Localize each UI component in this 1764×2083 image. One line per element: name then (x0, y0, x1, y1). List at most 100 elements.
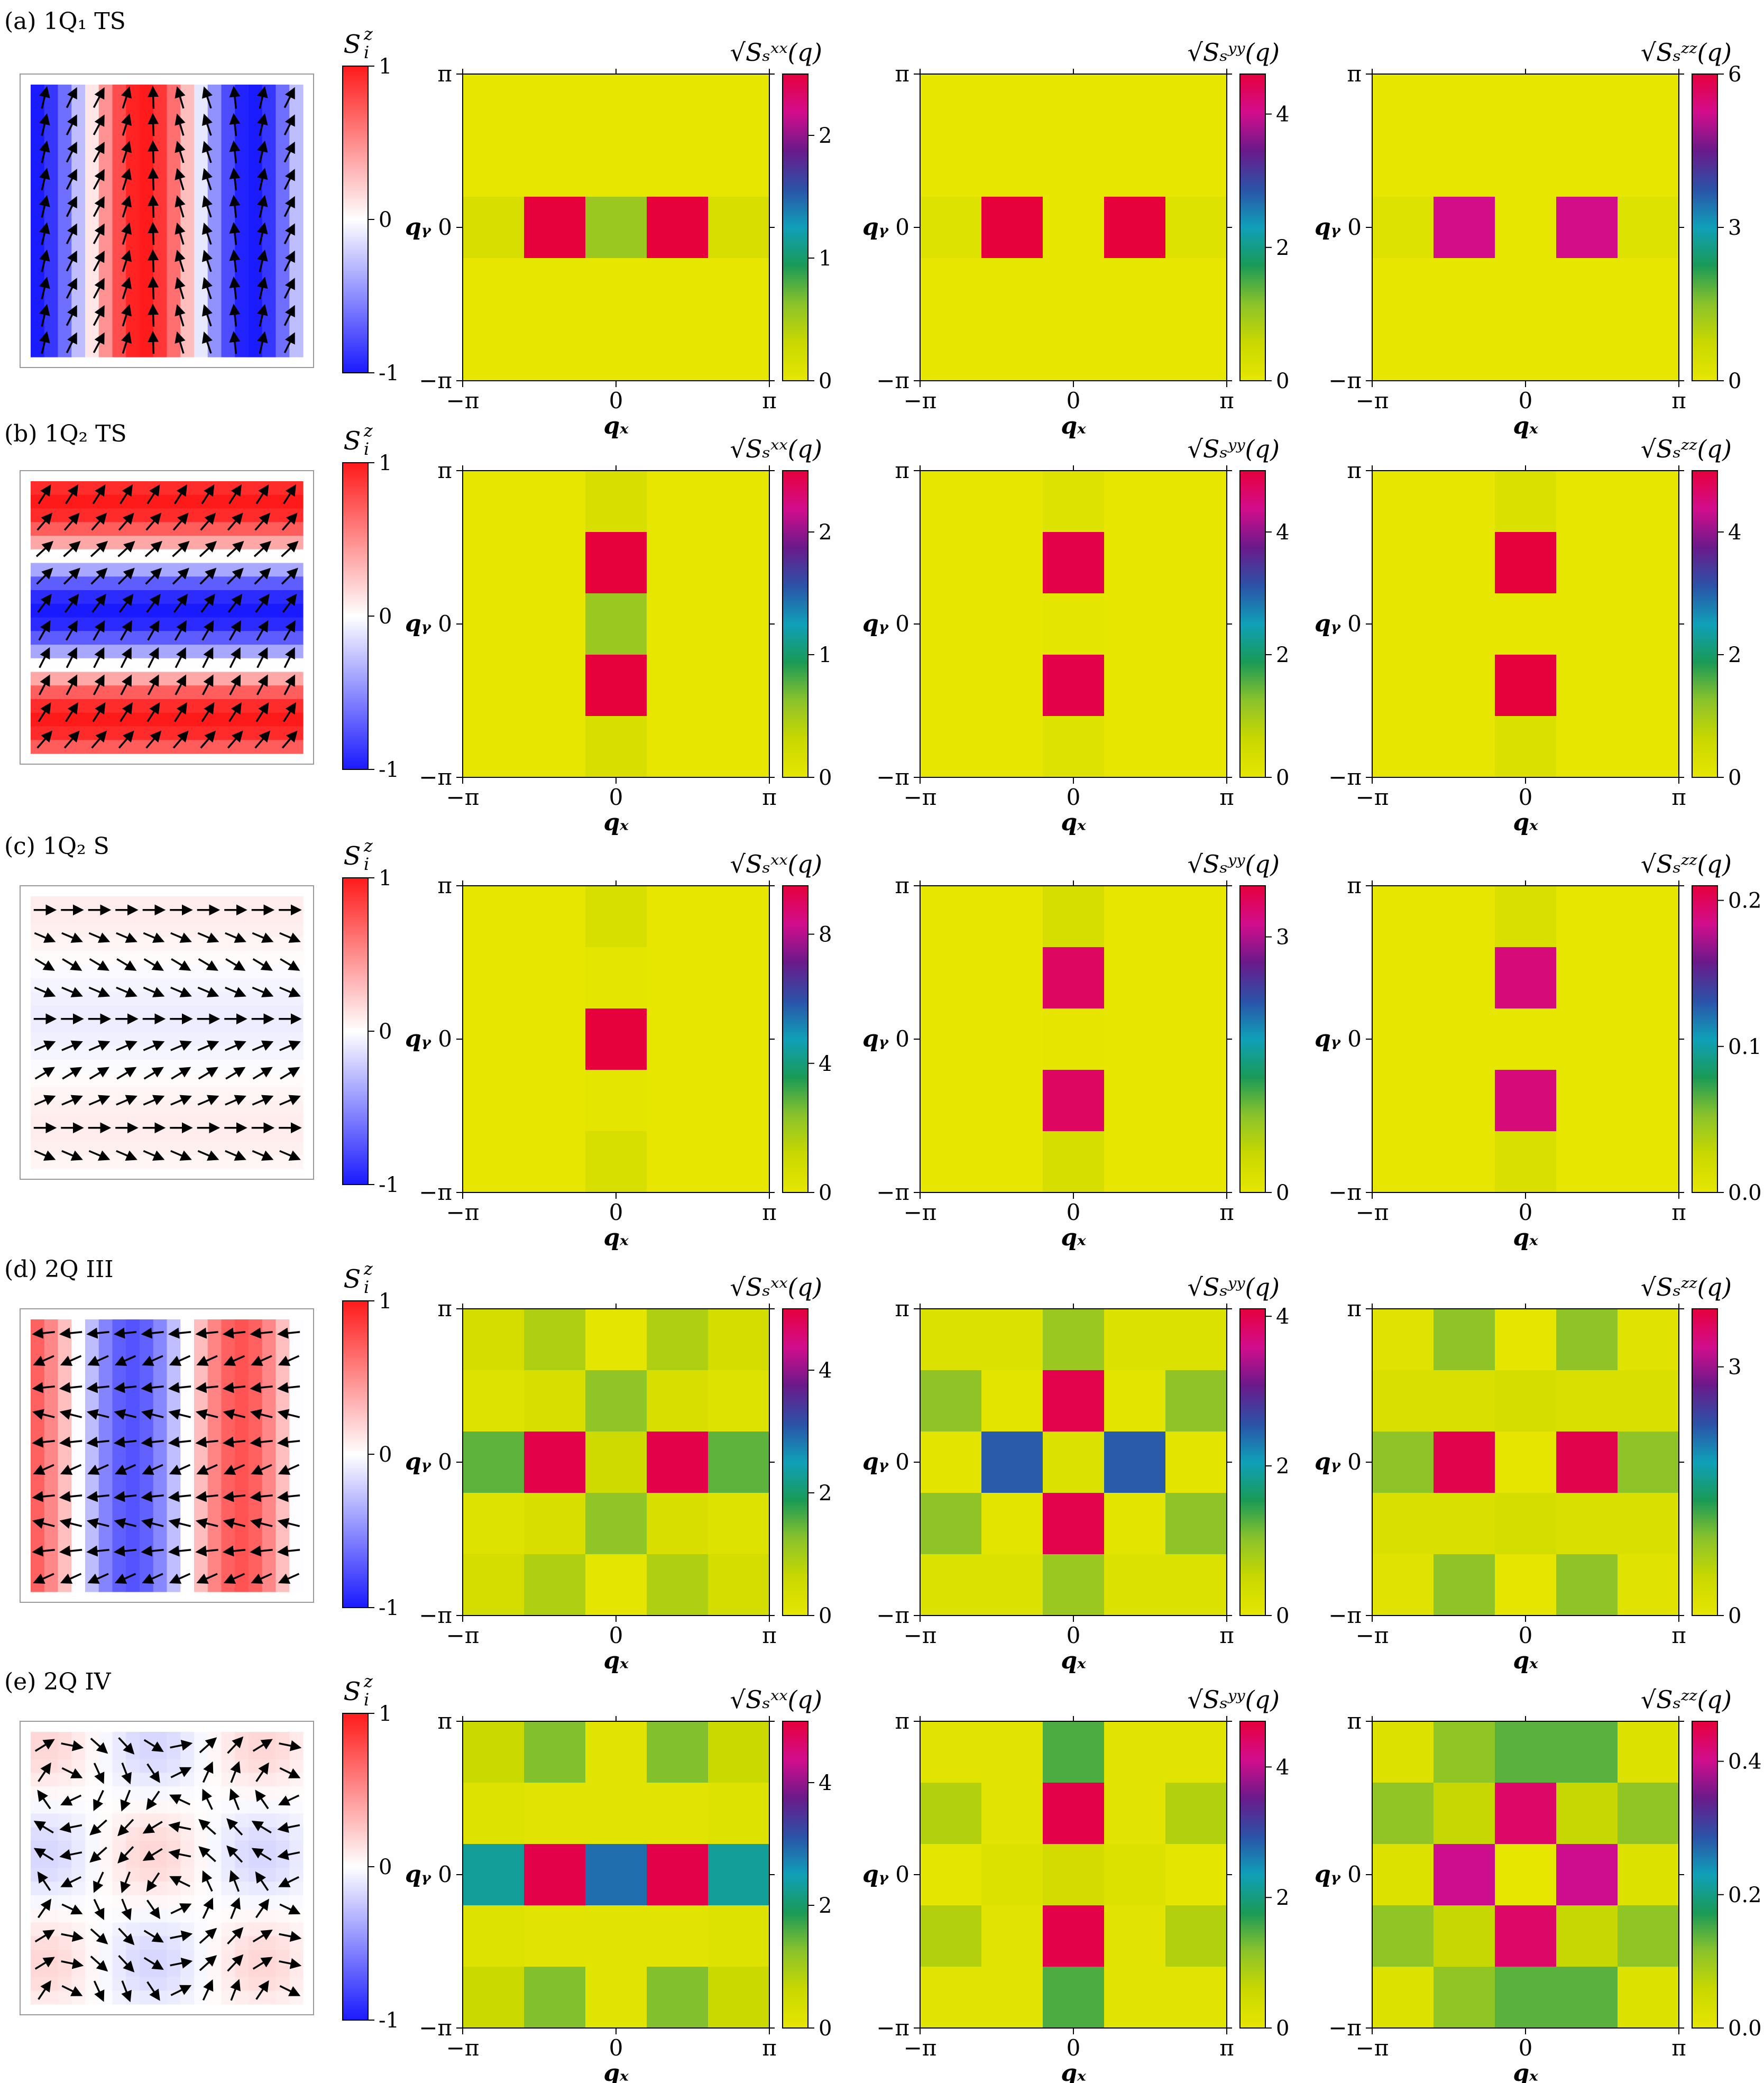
spin-color-cell (126, 1922, 140, 1937)
spin-arrow (173, 702, 187, 722)
spin-color-cell (44, 1319, 59, 1334)
heatmap-cell (647, 886, 709, 948)
heatmap-cell (920, 886, 982, 948)
spin-color-cell (126, 1732, 140, 1746)
spin-color-cell (289, 1732, 304, 1746)
heatmap-cell (1165, 947, 1227, 1009)
spin-color-cell (98, 494, 113, 509)
spin-color-cell (249, 896, 263, 911)
heatmap-cell (920, 1070, 982, 1132)
spin-arrow (88, 986, 111, 997)
spin-arrow (93, 250, 105, 272)
spin-color-cell (98, 1922, 113, 1937)
spin-color-cell (235, 125, 249, 140)
spin-arrow (195, 1545, 218, 1557)
spin-arrow (62, 958, 82, 971)
spin-arrow (201, 222, 213, 245)
spin-color-cell (71, 672, 86, 686)
spin-arrow (255, 1898, 270, 1919)
spin-arrow (225, 958, 246, 971)
colorbar-label-sup: z (363, 836, 373, 856)
spin-color-cell (58, 1073, 72, 1088)
spin-arrow (279, 1740, 302, 1751)
heatmap-cell (585, 947, 647, 1009)
spin-arrow (38, 484, 51, 504)
spin-color-cell (221, 1005, 235, 1020)
heatmap-cell (585, 135, 647, 197)
spin-color-cell (31, 1114, 45, 1128)
heatmap-cell (463, 1432, 525, 1493)
y-tick-label: π (437, 1296, 452, 1322)
spin-color-cell (85, 896, 99, 911)
spin-arrow (255, 1871, 269, 1891)
spin-arrow (279, 932, 301, 943)
spin-color-cell (85, 1374, 99, 1388)
spin-color-cell (98, 1827, 113, 1841)
spin-color-cell (85, 563, 99, 577)
heatmap-cell (1165, 1070, 1227, 1132)
spin-color-cell (98, 978, 113, 992)
spin-arrow (121, 222, 132, 245)
heatmap-cell (647, 258, 709, 320)
spin-color-cell (112, 139, 126, 153)
heatmap-cell (1043, 1844, 1105, 1906)
spin-color-cell (112, 1387, 126, 1402)
spin-color-cell (275, 1141, 290, 1155)
spin-arrow (174, 86, 186, 109)
spin-color-cell (112, 1564, 126, 1579)
spin-arrow (229, 140, 241, 163)
spin-arrow (120, 620, 132, 641)
heatmap-cell (981, 471, 1043, 533)
spin-arrow (170, 1095, 192, 1106)
x-tick-label: π (1671, 784, 1686, 810)
spin-color-cell (207, 1141, 222, 1155)
spin-color-cell (235, 951, 249, 965)
spin-arrow (33, 1355, 54, 1366)
spin-color-cell (126, 1114, 140, 1128)
spin-arrow (119, 484, 133, 504)
spin-color-cell (153, 1895, 168, 1910)
heatmap-cell (1434, 593, 1495, 655)
spin-color-cell (58, 1800, 72, 1814)
spin-color-cell (31, 1333, 45, 1347)
spin-color-cell (167, 617, 181, 631)
spin-color-cell (180, 1841, 195, 1855)
spin-color-cell (58, 1374, 72, 1388)
spin-color-cell (207, 1360, 222, 1374)
spin-color-cell (207, 248, 222, 262)
spin-color-cell (221, 139, 235, 153)
spin-arrow (228, 484, 242, 504)
spin-color-cell (153, 978, 168, 992)
spin-color-cell (85, 1442, 99, 1456)
spin-color-cell (126, 712, 140, 727)
spin-color-cell (44, 1442, 59, 1456)
spin-color-cell (126, 1127, 140, 1142)
heatmap-cell (524, 1554, 586, 1616)
spin-color-cell (275, 1005, 290, 1020)
spin-color-cell (31, 964, 45, 979)
spin-color-cell (275, 1524, 290, 1538)
heatmap-cell (981, 593, 1043, 655)
spin-color-cell (31, 992, 45, 1006)
spin-color-cell (167, 978, 181, 992)
spin-color-cell (275, 1032, 290, 1047)
heatmap-cell (1618, 197, 1679, 259)
spin-color-cell (221, 1141, 235, 1155)
spin-color-cell (98, 152, 113, 167)
spin-color-cell (98, 316, 113, 331)
spin-color-cell (167, 1483, 181, 1497)
spin-arrow (87, 1573, 109, 1584)
spin-arrow (255, 484, 269, 504)
spin-color-cell (289, 221, 304, 235)
spin-color-cell (71, 910, 86, 924)
spin-color-cell (180, 1319, 195, 1334)
heatmap-cell (463, 886, 525, 948)
spin-color-cell (85, 645, 99, 659)
spin-color-cell (98, 343, 113, 357)
heatmap-cell (708, 1554, 770, 1616)
heatmap-cell (920, 1844, 982, 1906)
spin-color-cell (249, 978, 263, 992)
spin-arrow (227, 1927, 244, 1945)
spin-color-cell (98, 329, 113, 344)
